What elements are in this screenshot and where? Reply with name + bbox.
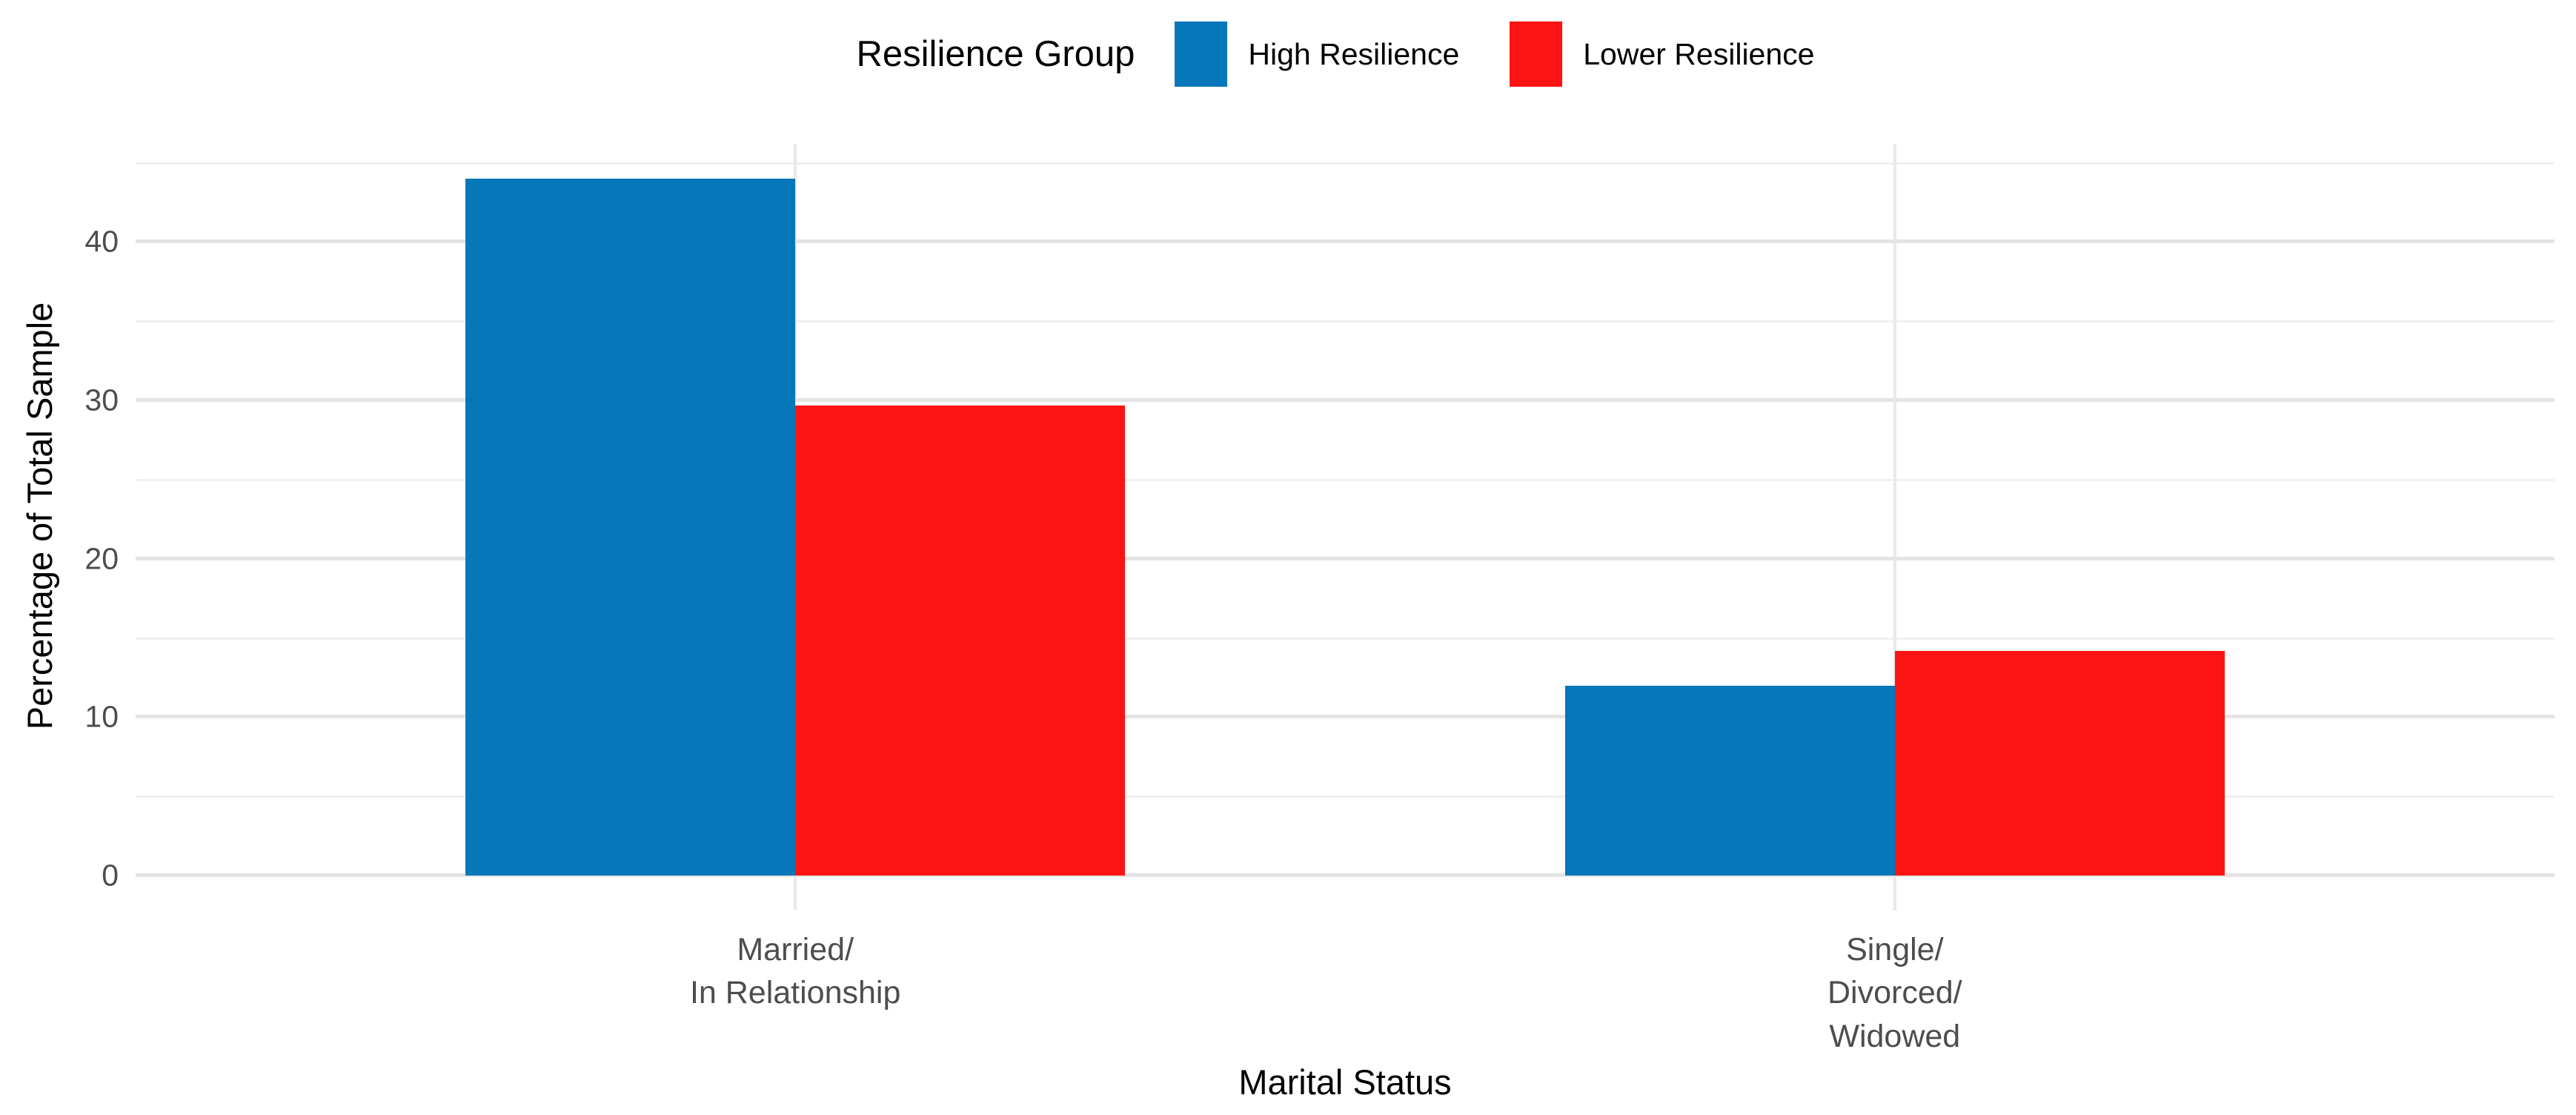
- plot-panel: [136, 144, 2555, 910]
- legend-entry-lower-resilience: Lower Resilience: [1510, 21, 1814, 87]
- legend-entry-high-resilience: High Resilience: [1175, 21, 1459, 87]
- bar-lower-resilience-married: [795, 405, 1126, 876]
- gridline-x-single: [1893, 144, 1896, 910]
- gridline-y-minor-25: [136, 478, 2555, 481]
- gridline-y-major-40: [136, 239, 2555, 244]
- x-axis-title: Marital Status: [1238, 1062, 1452, 1102]
- bar-high-resilience-married: [465, 179, 796, 876]
- gridline-y-major-10: [136, 715, 2555, 719]
- gridline-y-major-30: [136, 398, 2555, 403]
- x-tick-label-single: Single/ Divorced/ Widowed: [1828, 932, 1962, 1054]
- y-tick-label-10: 10: [84, 699, 119, 734]
- bar-high-resilience-single: [1564, 685, 1895, 876]
- gridline-y-minor-35: [136, 320, 2555, 323]
- y-tick-label-40: 40: [84, 224, 119, 259]
- y-tick-label-20: 20: [84, 541, 119, 576]
- x-axis-tick-labels: Married/ In Relationship Single/ Divorced…: [136, 928, 2555, 1062]
- legend-title: Resilience Group: [856, 34, 1135, 74]
- gridline-y-major-0: [136, 873, 2555, 877]
- gridline-y-minor-5: [136, 795, 2555, 798]
- gridline-y-minor-15: [136, 637, 2555, 640]
- y-tick-label-30: 30: [84, 383, 119, 417]
- gridline-y-major-20: [136, 556, 2555, 560]
- y-tick-label-0: 0: [102, 858, 119, 893]
- y-axis-tick-labels: 0 10 20 30 40: [0, 144, 121, 910]
- gridline-y-minor-45: [136, 162, 2555, 165]
- legend-key-lower-resilience-swatch: [1510, 21, 1563, 87]
- legend-label-high-resilience: High Resilience: [1248, 36, 1460, 71]
- x-tick-label-married: Married/ In Relationship: [689, 932, 901, 1011]
- legend: Resilience Group High Resilience Lower R…: [136, 10, 2555, 98]
- legend-label-lower-resilience: Lower Resilience: [1583, 36, 1815, 71]
- bar-lower-resilience-single: [1894, 650, 2225, 876]
- legend-key-high-resilience-swatch: [1175, 21, 1228, 87]
